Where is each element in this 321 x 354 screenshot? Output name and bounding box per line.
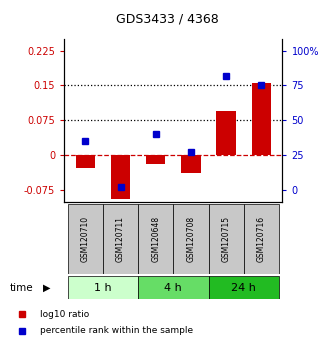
Bar <box>252 83 271 155</box>
Bar <box>146 155 165 164</box>
Text: GSM120711: GSM120711 <box>116 216 125 262</box>
Bar <box>216 111 236 155</box>
FancyBboxPatch shape <box>173 204 209 274</box>
Text: GDS3433 / 4368: GDS3433 / 4368 <box>116 13 218 26</box>
Text: 24 h: 24 h <box>231 282 256 293</box>
Text: GSM120715: GSM120715 <box>221 216 231 262</box>
Text: percentile rank within the sample: percentile rank within the sample <box>40 326 193 336</box>
Bar <box>76 155 95 168</box>
FancyBboxPatch shape <box>209 204 244 274</box>
FancyBboxPatch shape <box>68 276 138 299</box>
Text: log10 ratio: log10 ratio <box>40 310 89 319</box>
FancyBboxPatch shape <box>209 276 279 299</box>
FancyBboxPatch shape <box>103 204 138 274</box>
Bar <box>181 155 201 173</box>
Text: GSM120708: GSM120708 <box>187 216 195 262</box>
Bar <box>111 155 130 199</box>
FancyBboxPatch shape <box>244 204 279 274</box>
FancyBboxPatch shape <box>68 204 103 274</box>
FancyBboxPatch shape <box>138 276 209 299</box>
Text: time: time <box>10 282 33 293</box>
Text: GSM120710: GSM120710 <box>81 216 90 262</box>
Text: 1 h: 1 h <box>94 282 112 293</box>
Text: GSM120648: GSM120648 <box>151 216 160 262</box>
Text: 4 h: 4 h <box>164 282 182 293</box>
FancyBboxPatch shape <box>138 204 173 274</box>
Text: ▶: ▶ <box>43 282 51 293</box>
Text: GSM120716: GSM120716 <box>257 216 266 262</box>
